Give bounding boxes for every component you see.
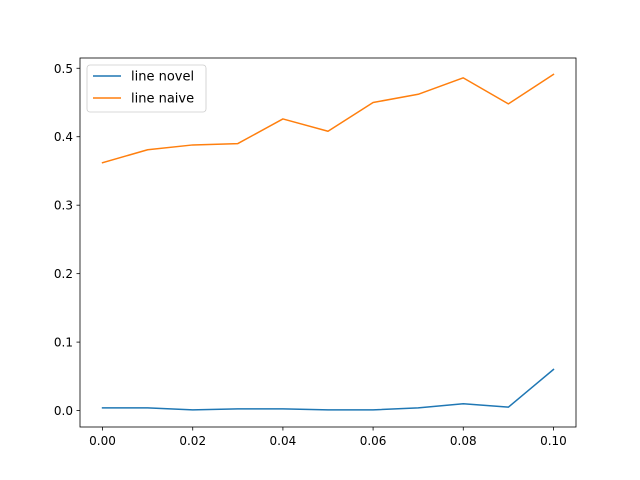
legend-label-line-novel: line novel <box>131 70 194 85</box>
legend: line novel line naive <box>86 64 207 113</box>
series-line-line-novel <box>101 368 555 411</box>
x-tick-label: 0.08 <box>450 434 477 448</box>
series-lines <box>101 73 555 411</box>
plot-frame <box>79 57 577 428</box>
y-axis-ticks: 0.0 0.1 0.2 0.3 0.4 0.5 <box>54 62 80 418</box>
plot-area <box>80 58 576 427</box>
x-axis-ticks: 0.00 0.02 0.04 0.06 0.08 0.10 <box>89 427 567 448</box>
series-line-line-naive <box>101 73 555 164</box>
x-tick-label: 0.06 <box>360 434 387 448</box>
y-tick-label: 0.3 <box>54 199 73 213</box>
x-tick-label: 0.10 <box>540 434 567 448</box>
y-tick-label: 0.2 <box>54 267 73 281</box>
y-tick-label: 0.5 <box>54 62 73 76</box>
y-tick-label: 0.0 <box>54 404 73 418</box>
y-tick-label: 0.4 <box>54 130 73 144</box>
x-tick-label: 0.02 <box>179 434 206 448</box>
x-tick-label: 0.04 <box>270 434 297 448</box>
y-tick-label: 0.1 <box>54 336 73 350</box>
legend-label-line-naive: line naive <box>131 92 194 107</box>
x-tick-label: 0.00 <box>89 434 116 448</box>
